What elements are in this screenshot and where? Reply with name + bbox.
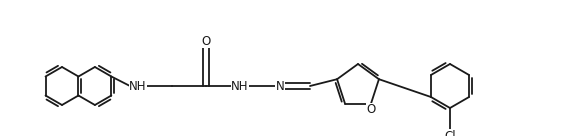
Text: N: N: [276, 80, 284, 92]
Text: NH: NH: [129, 80, 147, 92]
Text: O: O: [201, 35, 210, 47]
Text: Cl: Cl: [444, 129, 456, 136]
Text: NH: NH: [231, 80, 249, 92]
Text: O: O: [366, 103, 376, 116]
